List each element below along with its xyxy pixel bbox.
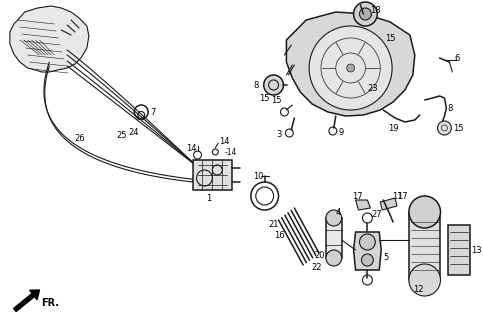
Text: 16: 16 <box>274 230 285 239</box>
Text: 9: 9 <box>339 127 344 137</box>
Text: 22: 22 <box>311 263 322 273</box>
Text: 24: 24 <box>128 127 139 137</box>
Polygon shape <box>355 200 370 210</box>
Text: 15: 15 <box>259 93 269 102</box>
Circle shape <box>264 75 284 95</box>
Circle shape <box>359 234 375 250</box>
Text: 15: 15 <box>454 124 464 132</box>
Text: 15: 15 <box>385 34 396 43</box>
Circle shape <box>361 254 373 266</box>
Polygon shape <box>10 6 89 72</box>
Circle shape <box>438 121 451 135</box>
Text: 4: 4 <box>336 207 341 217</box>
Text: 21: 21 <box>269 220 279 228</box>
Polygon shape <box>380 198 397 210</box>
Text: 1: 1 <box>206 194 212 203</box>
Text: 14: 14 <box>185 143 196 153</box>
Circle shape <box>359 8 371 20</box>
Text: 18: 18 <box>370 5 381 14</box>
Text: 8: 8 <box>447 103 453 113</box>
Polygon shape <box>193 160 232 190</box>
Text: 10: 10 <box>253 172 263 180</box>
Text: 20: 20 <box>314 251 325 260</box>
Text: 23: 23 <box>368 84 378 92</box>
Text: 17: 17 <box>397 191 408 201</box>
Circle shape <box>326 250 341 266</box>
Text: 26: 26 <box>74 133 85 142</box>
Text: 25: 25 <box>116 131 127 140</box>
Circle shape <box>326 210 341 226</box>
Text: FR.: FR. <box>42 298 59 308</box>
Text: 13: 13 <box>471 245 482 254</box>
Polygon shape <box>409 212 440 280</box>
Text: 5: 5 <box>383 253 388 262</box>
Text: 3: 3 <box>277 130 282 139</box>
Text: 19: 19 <box>388 124 398 132</box>
Text: 8: 8 <box>254 81 259 90</box>
Text: 6: 6 <box>455 53 460 62</box>
Text: 12: 12 <box>413 285 423 294</box>
Polygon shape <box>326 218 341 258</box>
Circle shape <box>409 264 440 296</box>
Text: 17: 17 <box>352 191 362 201</box>
Text: 7: 7 <box>150 108 156 116</box>
Circle shape <box>309 26 392 110</box>
Circle shape <box>409 196 440 228</box>
Text: 15: 15 <box>270 95 281 105</box>
Polygon shape <box>448 225 470 275</box>
Text: 11: 11 <box>392 191 403 201</box>
FancyArrow shape <box>14 290 40 312</box>
Polygon shape <box>286 12 415 116</box>
Circle shape <box>347 64 355 72</box>
Circle shape <box>354 2 377 26</box>
Text: 14: 14 <box>219 137 230 146</box>
Polygon shape <box>354 232 381 270</box>
Text: 27: 27 <box>371 210 382 219</box>
Text: -14: -14 <box>225 148 237 156</box>
